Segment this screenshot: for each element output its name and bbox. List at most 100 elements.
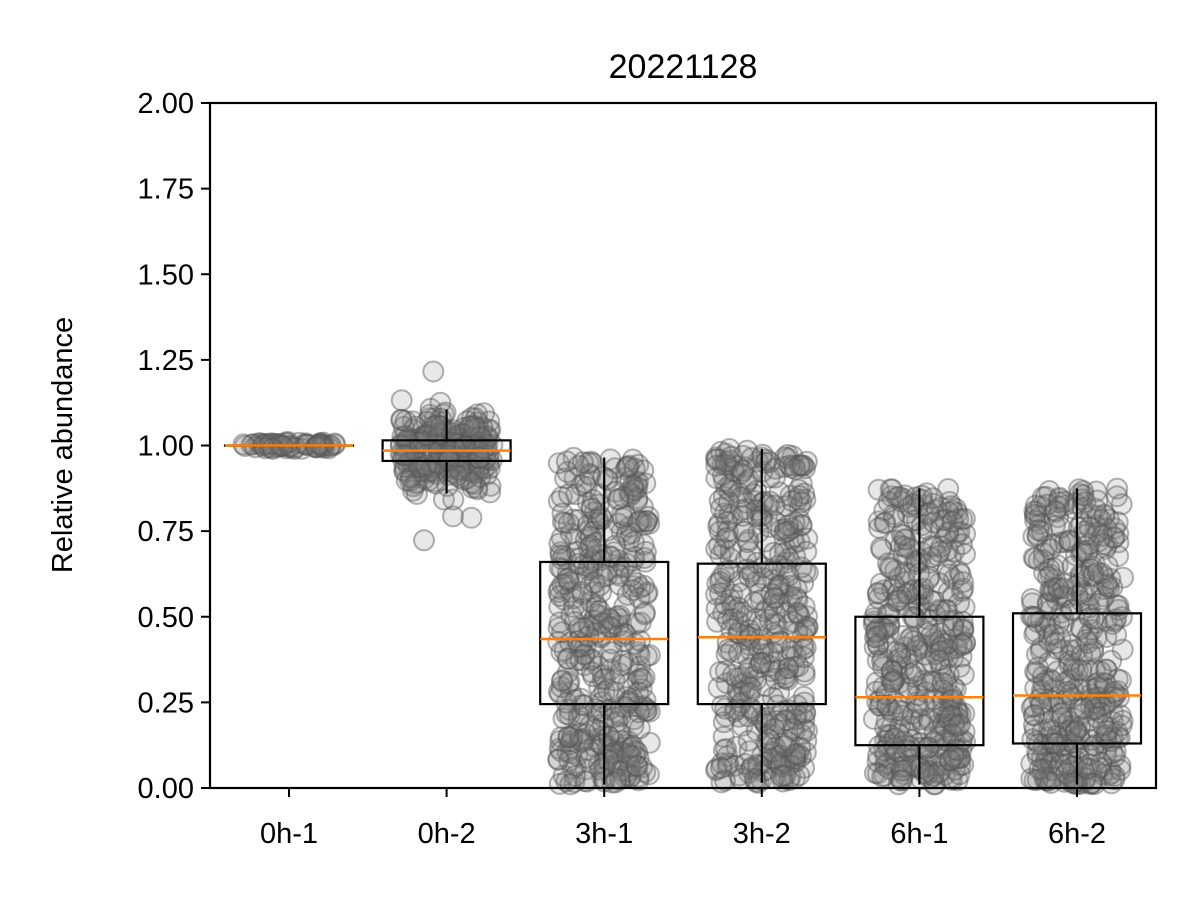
jitter-points-layer (234, 362, 1134, 795)
data-point (778, 516, 798, 536)
data-point (557, 704, 577, 724)
data-point (914, 763, 934, 783)
y-tick-label: 0.75 (138, 516, 194, 548)
box-layer (225, 410, 1141, 785)
data-point (866, 603, 886, 623)
data-point (1057, 682, 1077, 702)
data-point (943, 512, 963, 532)
data-point (1106, 625, 1126, 645)
data-point (263, 439, 283, 459)
data-point (579, 538, 599, 558)
data-point (899, 539, 919, 559)
data-point (787, 704, 807, 724)
x-tick-label: 6h-1 (890, 818, 948, 850)
data-point (706, 468, 726, 488)
data-point (598, 750, 618, 770)
data-point (391, 410, 411, 430)
data-point (952, 534, 972, 554)
data-point (1029, 520, 1049, 540)
data-point (392, 390, 412, 410)
data-point (1063, 773, 1083, 793)
data-point (630, 588, 650, 608)
x-tick-label: 0h-2 (418, 818, 476, 850)
data-point (885, 738, 905, 758)
data-point (889, 590, 909, 610)
data-point (731, 500, 751, 520)
data-point (1038, 567, 1058, 587)
data-point (754, 557, 774, 577)
y-tick-label: 1.00 (138, 431, 194, 463)
y-tick-label: 1.50 (138, 259, 194, 291)
data-point (431, 417, 451, 437)
data-point (569, 618, 589, 638)
y-tick-label: 1.75 (138, 174, 194, 206)
data-point (868, 583, 888, 603)
data-point (628, 512, 648, 532)
data-point (906, 662, 926, 682)
data-point (876, 684, 896, 704)
data-point (792, 557, 812, 577)
data-point (792, 456, 812, 476)
data-point (1080, 518, 1100, 538)
data-point (755, 676, 775, 696)
data-point (605, 671, 625, 691)
data-point (869, 518, 889, 538)
data-point (871, 538, 891, 558)
data-point (706, 539, 726, 559)
data-point (711, 758, 731, 778)
data-point (560, 774, 580, 794)
data-point (604, 708, 624, 728)
data-point (592, 509, 612, 529)
data-point (953, 635, 973, 655)
data-point (585, 573, 605, 593)
data-point (559, 727, 579, 747)
x-tick-label: 0h-1 (260, 818, 318, 850)
data-point (1084, 609, 1104, 629)
data-point (1071, 660, 1091, 680)
data-point (459, 417, 479, 437)
data-point (621, 746, 641, 766)
data-point (609, 489, 629, 509)
data-point (559, 484, 579, 504)
data-point (1093, 715, 1113, 735)
data-point (1112, 494, 1132, 514)
data-point (1070, 717, 1090, 737)
data-point (447, 466, 467, 486)
data-point (607, 607, 627, 627)
x-tick-label: 3h-2 (733, 818, 791, 850)
data-point (414, 530, 434, 550)
data-point (712, 696, 732, 716)
data-point (1088, 491, 1108, 511)
data-point (893, 626, 913, 646)
data-point (557, 451, 577, 471)
y-axis-title: Relative abundance (47, 317, 79, 573)
data-point (1108, 512, 1128, 532)
data-point (710, 572, 730, 592)
data-point (571, 650, 591, 670)
data-point (553, 512, 573, 532)
data-point (788, 656, 808, 676)
y-tick-label: 0.00 (138, 773, 194, 805)
data-point (763, 642, 783, 662)
data-point (1051, 518, 1071, 538)
data-point (325, 434, 345, 454)
data-point (423, 362, 443, 382)
data-point (1098, 556, 1118, 576)
data-point (395, 446, 415, 466)
data-point (1104, 682, 1124, 702)
data-point (866, 622, 886, 642)
data-point (416, 455, 436, 475)
data-point (954, 665, 974, 685)
data-point (718, 522, 738, 542)
data-point (397, 471, 417, 491)
data-point (882, 661, 902, 681)
data-point (764, 588, 784, 608)
data-point (628, 683, 648, 703)
data-point (618, 457, 638, 477)
data-point (606, 772, 626, 792)
data-point (741, 698, 761, 718)
data-point (729, 643, 749, 663)
data-point (1045, 633, 1065, 653)
